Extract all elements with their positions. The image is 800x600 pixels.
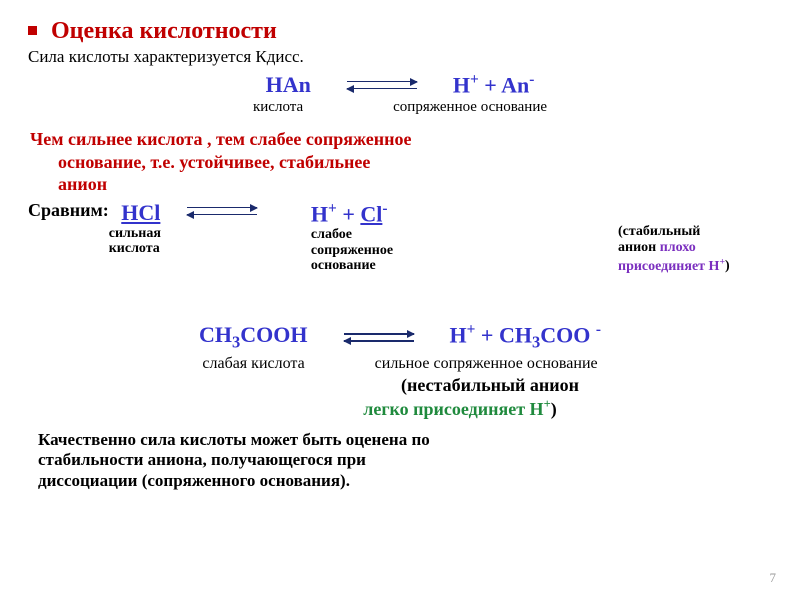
eq2-rhs: H+ + CH3COO - <box>450 321 601 353</box>
rule-line1: Чем сильнее кислота , тем слабее сопряже… <box>30 129 412 149</box>
easy-attach-line: легко присоединяет Н+) <box>28 397 772 420</box>
eq1-an: An <box>501 72 529 97</box>
compare-rhs: H+ + Cl- <box>311 200 393 227</box>
eq1-under-right: сопряженное основание <box>393 99 547 116</box>
eq1-labels: кислота сопряженное основание <box>28 99 772 116</box>
eq2-under-left: слабая кислота <box>202 355 304 373</box>
eq1-plus: + <box>479 72 501 97</box>
eq1-h: H <box>453 72 470 97</box>
annot-strong-acid: сильнаякислота <box>109 226 161 257</box>
eq1-anminus: - <box>529 71 534 88</box>
eq1-under-left: кислота <box>253 99 303 116</box>
page-number: 7 <box>770 570 777 586</box>
rule-line3: анион <box>30 173 772 196</box>
equation-acetic: CH3COOH H+ + CH3COO - <box>28 321 772 353</box>
compare-hcl: HCl <box>121 200 160 226</box>
footer-text: Качественно сила кислоты может быть оцен… <box>28 430 772 491</box>
rule-line2: основание, т.е. устойчивее, стабильнее <box>30 151 772 174</box>
title-row: Оценка кислотности <box>28 18 772 45</box>
equilibrium-arrows-icon <box>187 204 257 218</box>
unstable-anion-line: (нестабильный анион <box>28 375 772 396</box>
bullet-icon <box>28 26 37 35</box>
eq2-under-right: сильное сопряженное основание <box>375 355 598 373</box>
eq1-hplus: + <box>470 71 479 88</box>
eq2-lhs: CH3COOH <box>199 322 307 352</box>
eq1-lhs: HAn <box>266 72 311 98</box>
eq1-rhs: H+ + An- <box>453 71 535 98</box>
equilibrium-arrows-icon <box>344 330 414 344</box>
equilibrium-arrows-icon <box>347 78 417 92</box>
annot-stable-anion: (стабильный анион плохо присоединяет Н+) <box>618 224 778 275</box>
slide-title: Оценка кислотности <box>51 18 277 45</box>
rule-text: Чем сильнее кислота , тем слабее сопряже… <box>28 128 772 196</box>
eq2-labels: слабая кислота сильное сопряженное основ… <box>28 355 772 373</box>
subtitle: Сила кислоты характеризуется Кдисс. <box>28 47 772 67</box>
annot-weak-base: слабое сопряженное основание <box>311 227 393 273</box>
compare-label: Сравним: <box>28 200 109 221</box>
equation-han: HAn H+ + An- <box>28 71 772 98</box>
